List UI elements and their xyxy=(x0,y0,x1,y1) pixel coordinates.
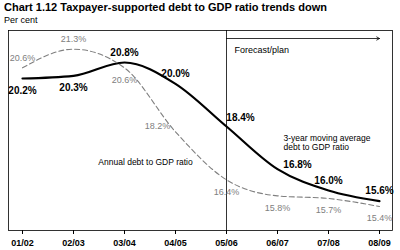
svg-text:15.4%: 15.4% xyxy=(367,213,393,223)
svg-text:15.8%: 15.8% xyxy=(265,203,291,213)
html-text:Per cent: Per cent xyxy=(4,15,38,25)
svg-text:20.6%: 20.6% xyxy=(10,53,36,63)
svg-text:03/04: 03/04 xyxy=(113,238,136,248)
svg-text:16.4%: 16.4% xyxy=(214,187,240,197)
svg-text:16.0%: 16.0% xyxy=(314,175,342,186)
svg-text:08/09: 08/09 xyxy=(368,238,391,248)
svg-text:18.4%: 18.4% xyxy=(226,112,254,123)
svg-text:06/07: 06/07 xyxy=(266,238,289,248)
svg-text:Annual debt to GDP ratio: Annual debt to GDP ratio xyxy=(98,157,193,167)
svg-text:21.3%: 21.3% xyxy=(61,34,87,44)
html-text:Chart 1.12 Taxpayer-supported: Chart 1.12 Taxpayer-supported debt to GD… xyxy=(4,1,327,13)
svg-text:05/06: 05/06 xyxy=(215,238,238,248)
svg-text:20.0%: 20.0% xyxy=(161,68,189,79)
svg-text:04/05: 04/05 xyxy=(164,238,187,248)
svg-text:07/08: 07/08 xyxy=(317,238,340,248)
svg-text:18.2%: 18.2% xyxy=(145,121,171,131)
svg-text:3-year moving averagedebt to G: 3-year moving averagedebt to GDP ratio xyxy=(284,133,371,152)
svg-text:15.6%: 15.6% xyxy=(365,185,393,196)
svg-text:20.8%: 20.8% xyxy=(110,47,138,58)
svg-text:20.6%: 20.6% xyxy=(112,75,138,85)
svg-text:15.7%: 15.7% xyxy=(316,205,342,215)
svg-text:02/03: 02/03 xyxy=(62,238,85,248)
svg-text:Forecast/plan: Forecast/plan xyxy=(235,45,290,55)
svg-text:16.8%: 16.8% xyxy=(283,159,311,170)
svg-text:20.3%: 20.3% xyxy=(59,82,87,93)
svg-text:20.2%: 20.2% xyxy=(8,85,36,96)
svg-text:01/02: 01/02 xyxy=(11,238,34,248)
